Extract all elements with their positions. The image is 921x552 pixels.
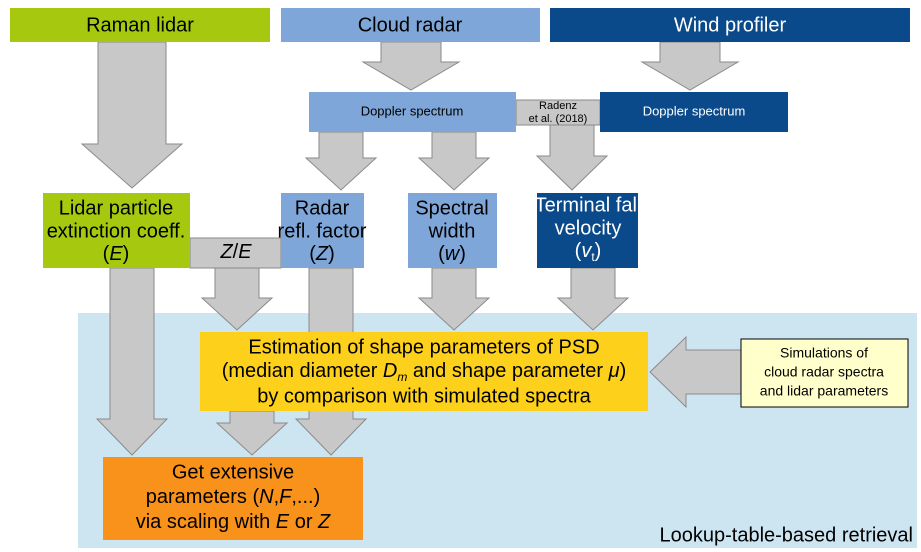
doppler-label: Doppler spectrum (361, 103, 464, 118)
estimation-label: by comparison with simulated spectra (257, 385, 591, 407)
arrows (80, 41, 742, 456)
flow-arrow (535, 124, 609, 191)
simulations-label: and lidar parameters (760, 383, 888, 399)
simulations-label: cloud radar spectra (764, 364, 884, 380)
product-box (408, 193, 497, 268)
flow-arrow (556, 267, 630, 331)
extensive-label: via scaling with E or Z (136, 511, 331, 533)
doppler-box (309, 92, 516, 132)
source-label: Raman lidar (86, 14, 194, 36)
product-label: refl. factor (278, 220, 367, 242)
product-label: Lidar particle (59, 197, 174, 219)
extensive-label: parameters (N,F,...) (146, 486, 321, 508)
flow-arrow (215, 410, 289, 456)
flow-arrow (304, 131, 378, 191)
product-box (281, 193, 364, 268)
source-label: Cloud radar (358, 14, 463, 36)
product-label: (Z) (309, 243, 335, 265)
product-label: Spectral (415, 197, 488, 219)
estimation-box (200, 332, 648, 411)
product-label: Radar (295, 197, 350, 219)
simulations-label: Simulations of (780, 345, 868, 361)
product-label: (vt) (575, 240, 602, 264)
product-box (537, 193, 638, 268)
source-box (10, 8, 270, 42)
simulations-box (740, 338, 909, 408)
product-label: velocity (555, 217, 622, 239)
estimation-label: (median diameter Dm and shape parameter … (222, 360, 627, 384)
flow-arrow (200, 267, 274, 331)
flow-arrow (417, 267, 491, 331)
doppler-label: Doppler spectrum (643, 103, 746, 118)
source-label: Wind profiler (674, 14, 787, 36)
estimation-label: Estimation of shape parameters of PSD (248, 336, 599, 358)
product-label: width (428, 220, 476, 242)
citation: Radenz (539, 100, 577, 112)
citation: et al. (2018) (529, 113, 588, 125)
flow-arrow (80, 41, 184, 189)
product-label: extinction coeff. (47, 220, 186, 242)
doppler-box (600, 92, 788, 132)
product-box (43, 193, 190, 268)
flow-arrow (417, 131, 491, 191)
flow-arrow (649, 335, 742, 409)
product-label: (w) (438, 243, 466, 265)
region-label: Lookup-table-based retrieval (660, 524, 914, 546)
product-label: (E) (103, 243, 130, 265)
source-box (281, 8, 540, 42)
flow-arrow (361, 41, 461, 91)
citation-connector (515, 99, 601, 126)
source-box (550, 8, 910, 42)
extensive-box (103, 457, 363, 540)
flow-arrow (640, 41, 740, 91)
flow-arrow (95, 267, 169, 456)
extensive-label: Get extensive (172, 461, 294, 483)
ratio-label: Z/E (219, 241, 252, 263)
product-label: Terminal fall (535, 194, 642, 216)
